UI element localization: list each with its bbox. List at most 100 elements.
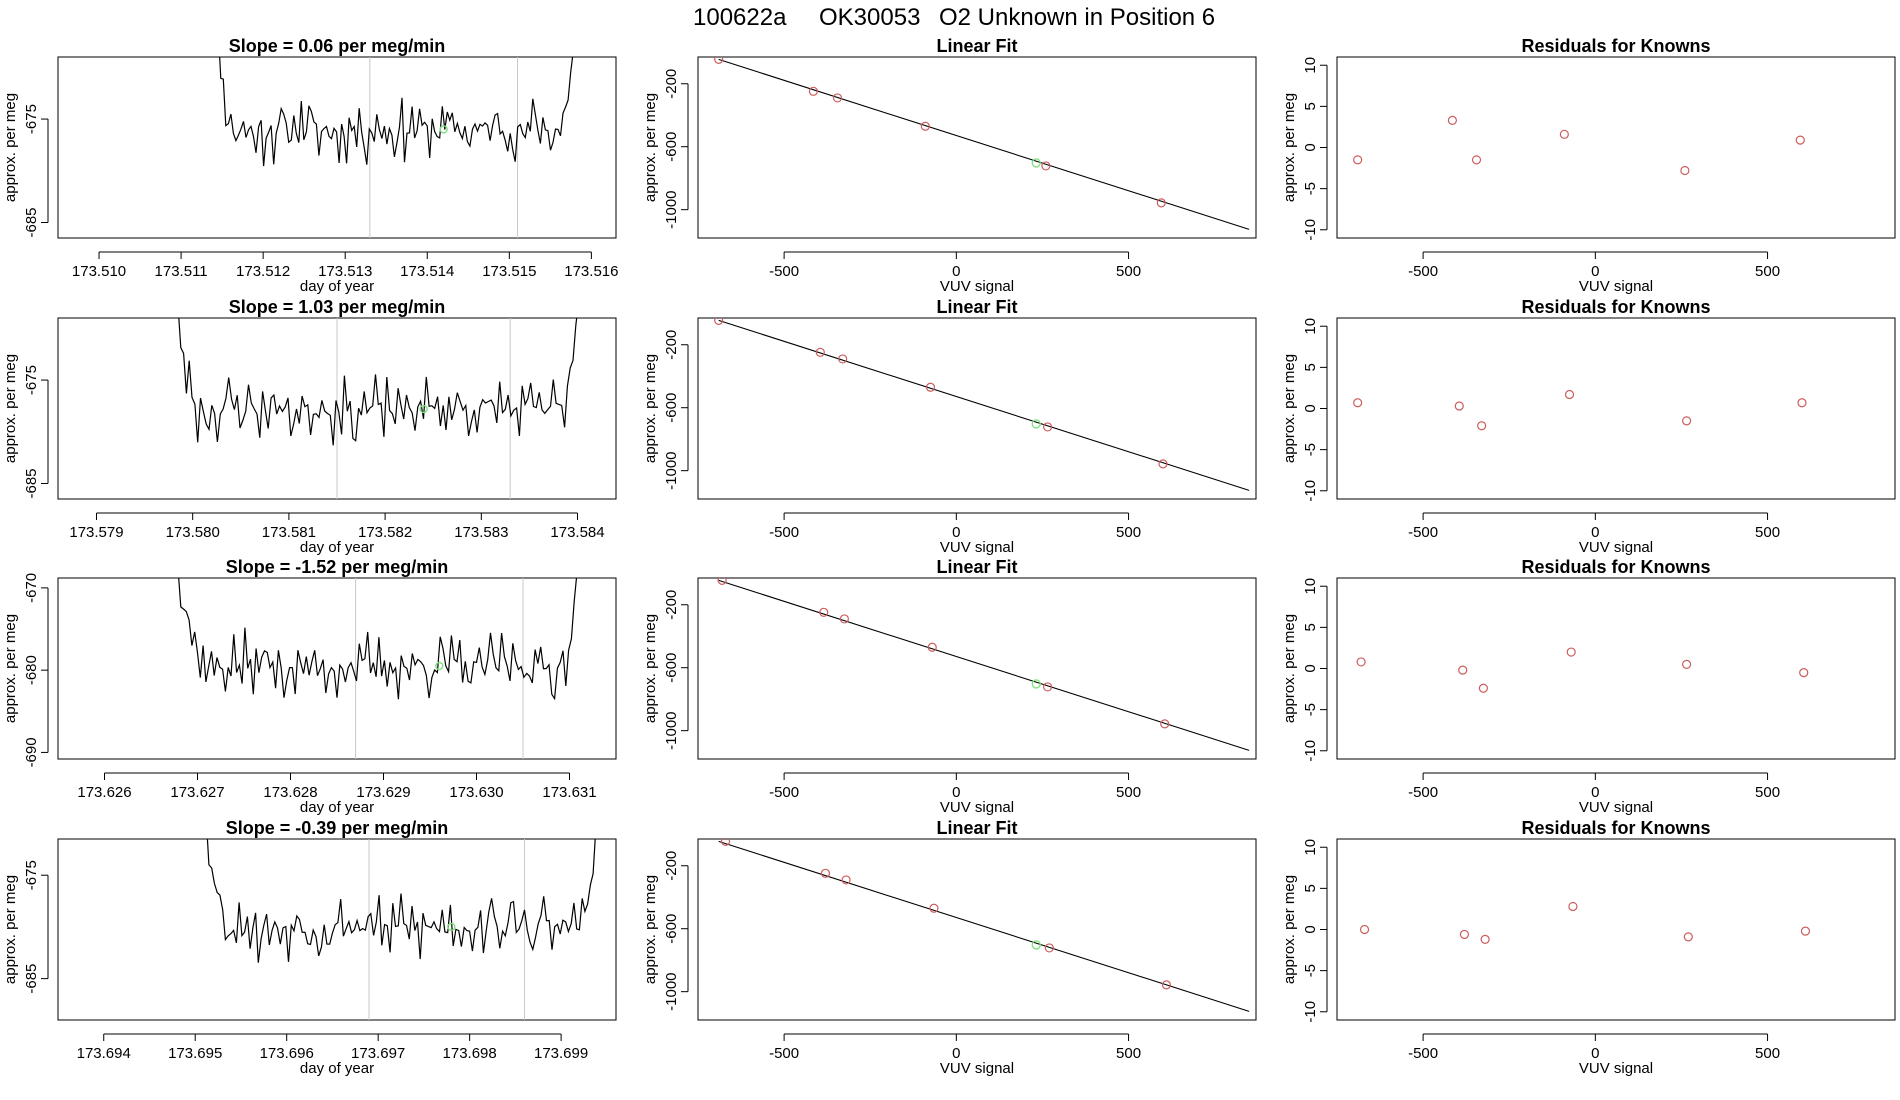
known-point [808, 86, 818, 96]
plot-frame [1336, 577, 1896, 760]
y-tick-label: -1000 [663, 190, 680, 228]
y-axis-label: approx. per meg [2, 93, 19, 202]
panel-title: Residuals for Knowns [1521, 818, 1710, 838]
x-tick-label: 500 [1116, 263, 1141, 280]
fit-line [718, 579, 1250, 751]
x-axis-label: VUV signal [940, 1060, 1014, 1077]
y-axis-label: approx. per meg [1281, 93, 1298, 202]
y-axis-label: approx. per meg [2, 354, 19, 463]
plot-frame [697, 56, 1257, 239]
plot-frame [1336, 838, 1896, 1021]
known-point [1353, 398, 1363, 408]
known-point [1682, 416, 1692, 426]
plot-frame [697, 577, 1257, 760]
panel-grid: Slope = 0.06 per meg/min 173.510 173.511 17… [2, 36, 1896, 1077]
y-tick-label: -10 [1302, 219, 1319, 241]
x-tick-label: 173.627 [170, 784, 224, 801]
panel-2-1: Linear Fit -500 0 500 VUV signal -200 -600 -100… [642, 557, 1257, 816]
x-tick-label: 0 [952, 1045, 960, 1062]
known-point [720, 839, 731, 846]
x-tick-label: -500 [769, 784, 799, 801]
x-tick-label: 0 [1591, 784, 1599, 801]
x-tick-label: 173.510 [72, 263, 126, 280]
plot-frame [57, 577, 617, 760]
x-tick-label: -500 [1408, 1045, 1438, 1062]
x-tick-label: 0 [1591, 1045, 1599, 1062]
y-tick-label: -675 [23, 365, 40, 395]
known-point [1353, 155, 1363, 165]
known-point [925, 382, 936, 392]
unknown-point [1031, 940, 1041, 950]
known-point [832, 93, 843, 103]
y-axis-label: approx. per meg [1281, 614, 1298, 723]
y-tick-label: -5 [1302, 703, 1319, 716]
plot-area [1359, 901, 1811, 944]
x-axis-label: day of year [300, 539, 374, 556]
x-tick-label: 0 [952, 784, 960, 801]
known-point [838, 354, 848, 364]
known-point [1795, 135, 1805, 145]
x-tick-label: 173.515 [482, 263, 536, 280]
x-tick-label: 173.630 [449, 784, 503, 801]
panel-title: Slope = -0.39 per meg/min [226, 818, 449, 838]
panel-title: Slope = 0.06 per meg/min [229, 36, 446, 56]
x-tick-label: 173.513 [318, 263, 372, 280]
x-tick-label: 173.511 [155, 263, 208, 280]
unknown-point [439, 125, 448, 134]
panel-3-1: Linear Fit -500 0 500 VUV signal -200 -600 -100… [642, 818, 1257, 1077]
x-tick-label: 500 [1116, 784, 1141, 801]
plot-frame [57, 838, 617, 1021]
panel-title: Linear Fit [936, 818, 1017, 838]
x-axis-label: day of year [300, 799, 374, 816]
known-point [1044, 943, 1054, 953]
x-tick-label: 0 [952, 524, 960, 541]
plot-frame [697, 838, 1257, 1021]
known-point [1568, 901, 1578, 912]
y-tick-label: -5 [1302, 182, 1319, 195]
known-point [1477, 421, 1487, 431]
series-line [178, 318, 578, 446]
plot-area [206, 839, 596, 1020]
known-point [929, 903, 939, 913]
known-point [1043, 422, 1053, 432]
known-point [1800, 926, 1811, 936]
y-tick-label: -200 [663, 590, 680, 620]
known-point [1566, 647, 1576, 657]
panel-title: Residuals for Knowns [1521, 557, 1710, 577]
x-tick-label: 173.628 [263, 784, 317, 801]
panel-title: Residuals for Knowns [1521, 36, 1710, 56]
x-axis-label: VUV signal [1579, 799, 1653, 816]
y-tick-label: -600 [663, 132, 680, 162]
plot-area [718, 839, 1250, 1012]
plot-area [714, 318, 1250, 491]
y-axis-label: approx. per meg [2, 614, 19, 723]
y-tick-label: -1000 [663, 451, 680, 489]
x-tick-label: 173.512 [236, 263, 290, 280]
y-tick-label: -675 [23, 860, 40, 890]
unknown-point [435, 661, 444, 671]
y-tick-label: 10 [1302, 57, 1319, 74]
plot-area [1353, 115, 1805, 176]
known-point [841, 875, 851, 885]
y-tick-label: 0 [1302, 404, 1319, 412]
known-point [839, 614, 849, 624]
x-axis-label: day of year [300, 1060, 374, 1077]
y-tick-label: -600 [663, 393, 680, 423]
panel-2-2: Residuals for Knowns -500 0 500 VUV signal 10… [1281, 557, 1896, 816]
plot-area [1353, 389, 1807, 431]
y-tick-label: -690 [23, 737, 40, 767]
x-tick-label: 173.583 [454, 524, 508, 541]
y-axis-label: approx. per meg [642, 875, 659, 984]
y-tick-label: -5 [1302, 964, 1319, 977]
y-axis-label: approx. per meg [1281, 875, 1298, 984]
x-tick-label: 0 [1591, 263, 1599, 280]
x-axis-label: VUV signal [1579, 1060, 1653, 1077]
x-tick-label: 173.694 [77, 1045, 131, 1062]
y-tick-label: -200 [663, 69, 680, 99]
y-tick-label: 5 [1302, 884, 1319, 892]
y-tick-label: -685 [23, 207, 40, 237]
plot-frame [697, 317, 1257, 500]
panel-title: Linear Fit [936, 557, 1017, 577]
x-axis-label: day of year [300, 278, 374, 295]
x-tick-label: 173.696 [260, 1045, 314, 1062]
